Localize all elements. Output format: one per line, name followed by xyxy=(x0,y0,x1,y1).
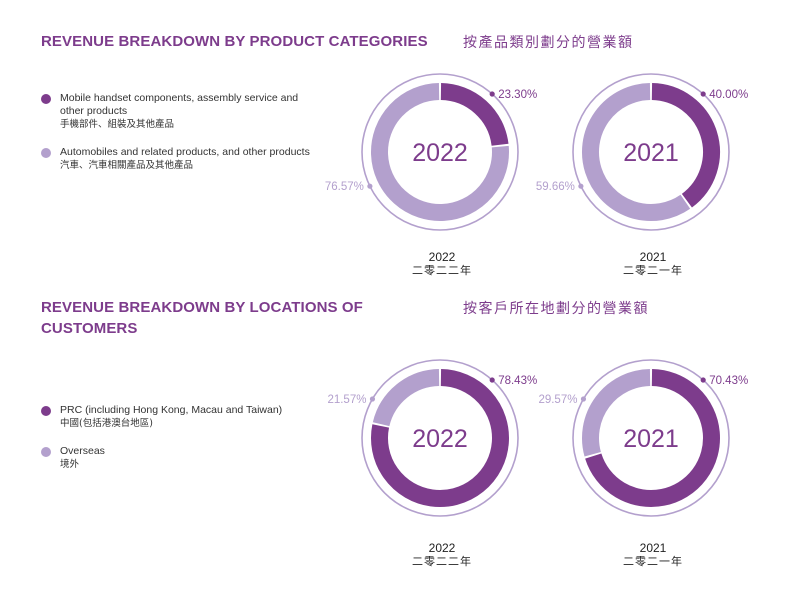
legend-label: Automobiles and related products, and ot… xyxy=(60,146,310,158)
caption-location-2021: 2021 二零二一年 xyxy=(603,541,703,569)
center-year-label: 2022 xyxy=(412,425,468,453)
caption-product-2022: 2022 二零二二年 xyxy=(392,250,492,278)
donut-product-2021: 2021 40.00% 59.66% xyxy=(536,72,748,232)
donut-svg: 2022 78.43% 21.57% xyxy=(327,359,537,517)
legend-label: PRC (including Hong Kong, Macau and Taiw… xyxy=(60,404,283,416)
caption-year-zh: 二零二一年 xyxy=(623,264,683,277)
center-year-label: 2021 xyxy=(623,139,679,167)
outer-ring xyxy=(572,359,730,517)
center-year-label: 2022 xyxy=(412,139,468,167)
callout-marker xyxy=(489,91,495,97)
legend-item-prc: PRC (including Hong Kong, Macau and Taiw… xyxy=(41,404,321,430)
slice-dark xyxy=(440,83,509,147)
legend-item-mobile: Mobile handset components, assembly serv… xyxy=(41,92,321,131)
donut-location-2022: 2022 78.43% 21.57% xyxy=(327,358,537,518)
slice-value-label: 59.66% xyxy=(536,181,575,193)
legend-swatch-light xyxy=(41,447,51,457)
donut-svg: 2021 70.43% 29.57% xyxy=(538,359,748,517)
slice-light xyxy=(371,83,509,221)
legend-location: PRC (including Hong Kong, Macau and Taiw… xyxy=(41,404,321,486)
callout-marker xyxy=(700,377,706,383)
section-title-location: REVENUE BREAKDOWN BY LOCATIONS OF CUSTOM… xyxy=(41,299,363,337)
callout-marker xyxy=(489,377,495,383)
caption-product-2021: 2021 二零二一年 xyxy=(603,250,703,278)
caption-year: 2022 xyxy=(428,250,456,264)
caption-year-zh: 二零二一年 xyxy=(623,555,683,568)
slice-dark xyxy=(651,83,720,208)
callout-marker xyxy=(578,183,584,189)
legend-product: Mobile handset components, assembly serv… xyxy=(41,92,321,187)
legend-label: Mobile handset components, assembly serv… xyxy=(60,92,299,117)
callout-marker xyxy=(580,396,587,402)
caption-year-zh: 二零二二年 xyxy=(412,555,472,568)
caption-year: 2021 xyxy=(639,541,667,555)
outer-ring xyxy=(361,359,519,517)
callout-marker xyxy=(700,91,706,97)
slice-value-label: 76.57% xyxy=(325,181,364,193)
donut-product-2022: 2022 23.30% 76.57% xyxy=(325,72,537,232)
slice-light xyxy=(372,369,440,427)
legend-swatch-dark xyxy=(41,406,51,416)
legend-item-overseas: Overseas 境外 xyxy=(41,445,321,471)
donut-svg: 2022 23.30% 76.57% xyxy=(325,73,537,231)
center-year-label: 2021 xyxy=(623,425,679,453)
caption-year: 2022 xyxy=(428,541,456,555)
legend-label: Overseas xyxy=(60,445,105,457)
legend-label-zh: 中國(包括港澳台地區) xyxy=(60,418,153,429)
slice-dark xyxy=(585,369,720,507)
caption-year: 2021 xyxy=(639,250,667,264)
legend-label-zh: 汽車、汽車相關產品及其他產品 xyxy=(60,160,194,171)
outer-ring xyxy=(361,73,519,231)
donut-svg: 2021 40.00% 59.66% xyxy=(536,73,748,231)
legend-label-zh: 手機部件、組裝及其他產品 xyxy=(60,119,175,130)
section-title-product: REVENUE BREAKDOWN BY PRODUCT CATEGORIES xyxy=(41,33,428,50)
slice-value-label: 21.57% xyxy=(327,394,366,406)
legend-item-automobiles: Automobiles and related products, and ot… xyxy=(41,146,321,172)
slice-value-label: 23.30% xyxy=(498,89,537,101)
slice-light xyxy=(582,369,651,457)
slice-light xyxy=(582,83,691,221)
slice-dark xyxy=(371,369,509,507)
callout-marker xyxy=(369,396,376,402)
legend-swatch-dark xyxy=(41,94,51,104)
caption-year-zh: 二零二二年 xyxy=(412,264,472,277)
outer-ring xyxy=(572,73,730,231)
slice-value-label: 78.43% xyxy=(498,375,537,387)
section-title-product-zh: 按產品類別劃分的營業額 xyxy=(463,35,634,51)
legend-label-zh: 境外 xyxy=(60,459,80,470)
callout-marker xyxy=(367,183,373,189)
section-title-location-zh: 按客戶所在地劃分的營業額 xyxy=(463,301,649,317)
slice-value-label: 70.43% xyxy=(709,375,748,387)
legend-swatch-light xyxy=(41,148,51,158)
slice-value-label: 40.00% xyxy=(709,89,748,101)
slice-value-label: 29.57% xyxy=(538,394,577,406)
donut-location-2021: 2021 70.43% 29.57% xyxy=(538,358,748,518)
caption-location-2022: 2022 二零二二年 xyxy=(392,541,492,569)
